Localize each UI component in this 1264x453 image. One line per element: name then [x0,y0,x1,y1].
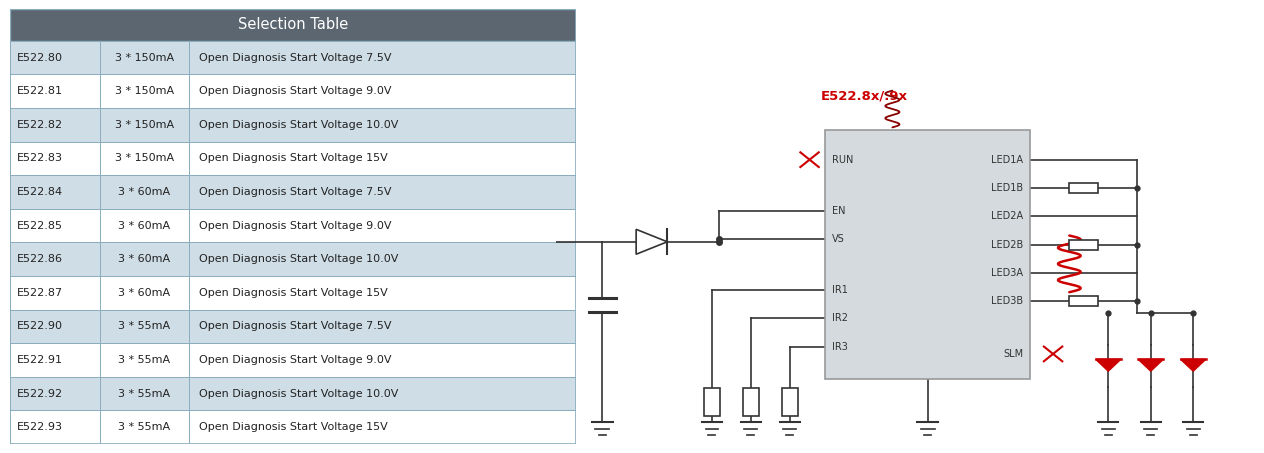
Text: 3 * 150mA: 3 * 150mA [115,154,174,164]
Polygon shape [1096,359,1121,371]
Bar [190,175,576,209]
Text: 3 * 55mA: 3 * 55mA [119,422,171,432]
Text: 3 * 150mA: 3 * 150mA [115,86,174,96]
Bar [190,377,576,410]
Bar [825,130,1030,380]
Text: LED3A: LED3A [991,268,1024,278]
Bar [743,388,758,416]
Text: EN: EN [832,206,846,216]
Text: Open Diagnosis Start Voltage 9.0V: Open Diagnosis Start Voltage 9.0V [200,221,392,231]
Text: E522.84: E522.84 [16,187,63,197]
Text: E522.81: E522.81 [16,86,63,96]
Bar [190,209,576,242]
Bar [10,108,100,142]
Bar [190,242,576,276]
Text: LED2A: LED2A [991,211,1024,222]
Text: Open Diagnosis Start Voltage 15V: Open Diagnosis Start Voltage 15V [200,422,388,432]
Text: Open Diagnosis Start Voltage 10.0V: Open Diagnosis Start Voltage 10.0V [200,389,398,399]
Polygon shape [1138,359,1163,371]
Text: IR1: IR1 [832,285,848,295]
Bar [1068,183,1098,193]
Bar [10,142,100,175]
Bar [10,175,100,209]
Bar [100,209,190,242]
Text: RUN: RUN [832,154,853,165]
Text: E522.93: E522.93 [16,422,63,432]
Text: Open Diagnosis Start Voltage 10.0V: Open Diagnosis Start Voltage 10.0V [200,254,398,264]
Text: 3 * 150mA: 3 * 150mA [115,120,174,130]
Text: E522.91: E522.91 [16,355,63,365]
Bar [10,41,100,74]
Text: Selection Table: Selection Table [238,17,349,33]
Bar [100,377,190,410]
Text: E522.86: E522.86 [16,254,63,264]
Bar [100,175,190,209]
Text: Open Diagnosis Start Voltage 7.5V: Open Diagnosis Start Voltage 7.5V [200,187,392,197]
Bar [100,41,190,74]
Text: 3 * 55mA: 3 * 55mA [119,321,171,331]
Bar [10,309,100,343]
Bar [100,74,190,108]
Bar [100,142,190,175]
Text: 3 * 60mA: 3 * 60mA [119,254,171,264]
Text: LED2B: LED2B [991,240,1024,250]
Text: E522.90: E522.90 [16,321,63,331]
Text: E522.82: E522.82 [16,120,63,130]
Bar [190,343,576,377]
Bar [100,309,190,343]
Text: 3 * 60mA: 3 * 60mA [119,187,171,197]
Text: 3 * 55mA: 3 * 55mA [119,355,171,365]
Bar [190,41,576,74]
Text: 3 * 150mA: 3 * 150mA [115,53,174,63]
Text: LED1A: LED1A [991,154,1024,165]
Bar [100,108,190,142]
Bar [10,343,100,377]
Text: E522.87: E522.87 [16,288,63,298]
Bar [190,410,576,444]
Bar [100,343,190,377]
Text: Open Diagnosis Start Voltage 9.0V: Open Diagnosis Start Voltage 9.0V [200,355,392,365]
Bar [782,388,798,416]
Text: 3 * 55mA: 3 * 55mA [119,389,171,399]
Bar [1068,240,1098,250]
Bar [100,410,190,444]
Text: Open Diagnosis Start Voltage 10.0V: Open Diagnosis Start Voltage 10.0V [200,120,398,130]
Text: E522.80: E522.80 [16,53,63,63]
Text: E522.92: E522.92 [16,389,63,399]
Bar [100,242,190,276]
Bar [190,142,576,175]
Text: E522.85: E522.85 [16,221,63,231]
Polygon shape [1181,359,1206,371]
Bar [704,388,719,416]
Text: Open Diagnosis Start Voltage 15V: Open Diagnosis Start Voltage 15V [200,288,388,298]
Bar [10,377,100,410]
Text: IR2: IR2 [832,313,848,323]
Text: 3 * 60mA: 3 * 60mA [119,288,171,298]
Text: 3 * 60mA: 3 * 60mA [119,221,171,231]
Bar [10,74,100,108]
Text: Open Diagnosis Start Voltage 7.5V: Open Diagnosis Start Voltage 7.5V [200,53,392,63]
Text: E522.83: E522.83 [16,154,63,164]
Text: E522.8x/.9x: E522.8x/.9x [820,90,908,103]
Text: IR3: IR3 [832,342,848,352]
Bar [10,209,100,242]
Bar [10,410,100,444]
Text: VS: VS [832,234,844,244]
Bar [190,276,576,309]
Text: SLM: SLM [1004,349,1024,359]
Text: LED1B: LED1B [991,183,1024,193]
Text: Open Diagnosis Start Voltage 15V: Open Diagnosis Start Voltage 15V [200,154,388,164]
Bar [190,74,576,108]
Text: LED3B: LED3B [991,296,1024,306]
Text: Open Diagnosis Start Voltage 9.0V: Open Diagnosis Start Voltage 9.0V [200,86,392,96]
Bar [10,9,576,41]
Bar [190,309,576,343]
Bar [10,242,100,276]
Text: Open Diagnosis Start Voltage 7.5V: Open Diagnosis Start Voltage 7.5V [200,321,392,331]
Bar [100,276,190,309]
Bar [1068,296,1098,306]
Bar [10,276,100,309]
Bar [190,108,576,142]
